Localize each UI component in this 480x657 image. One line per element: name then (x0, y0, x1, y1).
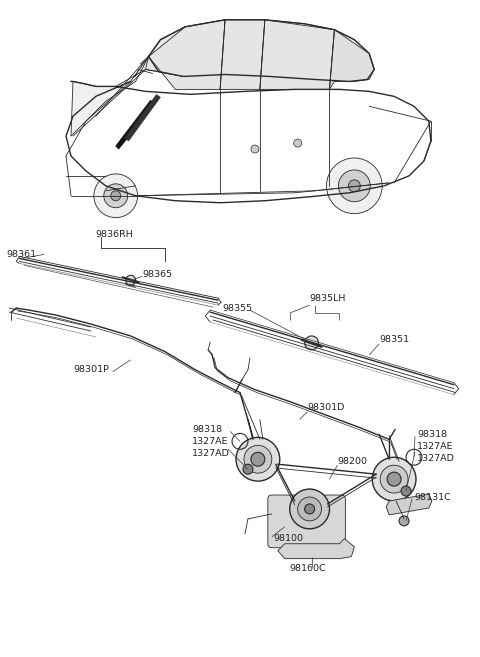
Text: 1327AE: 1327AE (417, 442, 454, 451)
Circle shape (348, 180, 360, 192)
Circle shape (298, 497, 322, 521)
Circle shape (305, 504, 314, 514)
Circle shape (290, 489, 329, 529)
Text: 98131C: 98131C (414, 493, 451, 501)
Polygon shape (141, 27, 185, 76)
Text: 9835LH: 9835LH (310, 294, 346, 303)
Polygon shape (148, 20, 374, 81)
Text: 1327AE: 1327AE (192, 437, 229, 446)
Circle shape (338, 170, 370, 202)
Circle shape (94, 174, 138, 217)
Polygon shape (125, 95, 160, 141)
Text: 98318: 98318 (417, 430, 447, 439)
Circle shape (372, 457, 416, 501)
Polygon shape (329, 30, 374, 89)
Text: 98351: 98351 (379, 336, 409, 344)
FancyBboxPatch shape (268, 495, 346, 548)
Circle shape (305, 336, 319, 350)
Circle shape (244, 445, 272, 473)
Circle shape (236, 438, 280, 481)
Text: 98200: 98200 (337, 457, 367, 466)
Text: 98355: 98355 (222, 304, 252, 313)
Text: 1327AD: 1327AD (192, 449, 230, 458)
Text: 98301D: 98301D (308, 403, 345, 412)
Circle shape (243, 464, 253, 474)
Polygon shape (220, 20, 265, 89)
Circle shape (111, 191, 120, 201)
Circle shape (380, 465, 408, 493)
Circle shape (251, 452, 265, 466)
Text: 98361: 98361 (6, 250, 36, 259)
Polygon shape (71, 57, 148, 136)
Circle shape (294, 139, 301, 147)
Circle shape (401, 486, 411, 496)
Circle shape (387, 472, 401, 486)
Polygon shape (278, 539, 354, 558)
Circle shape (251, 145, 259, 153)
Polygon shape (260, 20, 335, 89)
Circle shape (126, 275, 136, 285)
Text: 98365: 98365 (143, 270, 173, 279)
Text: 98160C: 98160C (290, 564, 326, 573)
Text: 98100: 98100 (274, 534, 304, 543)
Text: 98301P: 98301P (73, 365, 109, 374)
Circle shape (399, 516, 409, 526)
Text: 98318: 98318 (192, 425, 222, 434)
Polygon shape (116, 101, 156, 149)
Polygon shape (386, 494, 432, 515)
Circle shape (104, 184, 128, 208)
Text: 1327AD: 1327AD (417, 454, 455, 463)
Polygon shape (148, 20, 225, 89)
Text: 9836RH: 9836RH (96, 230, 133, 239)
Circle shape (326, 158, 382, 214)
